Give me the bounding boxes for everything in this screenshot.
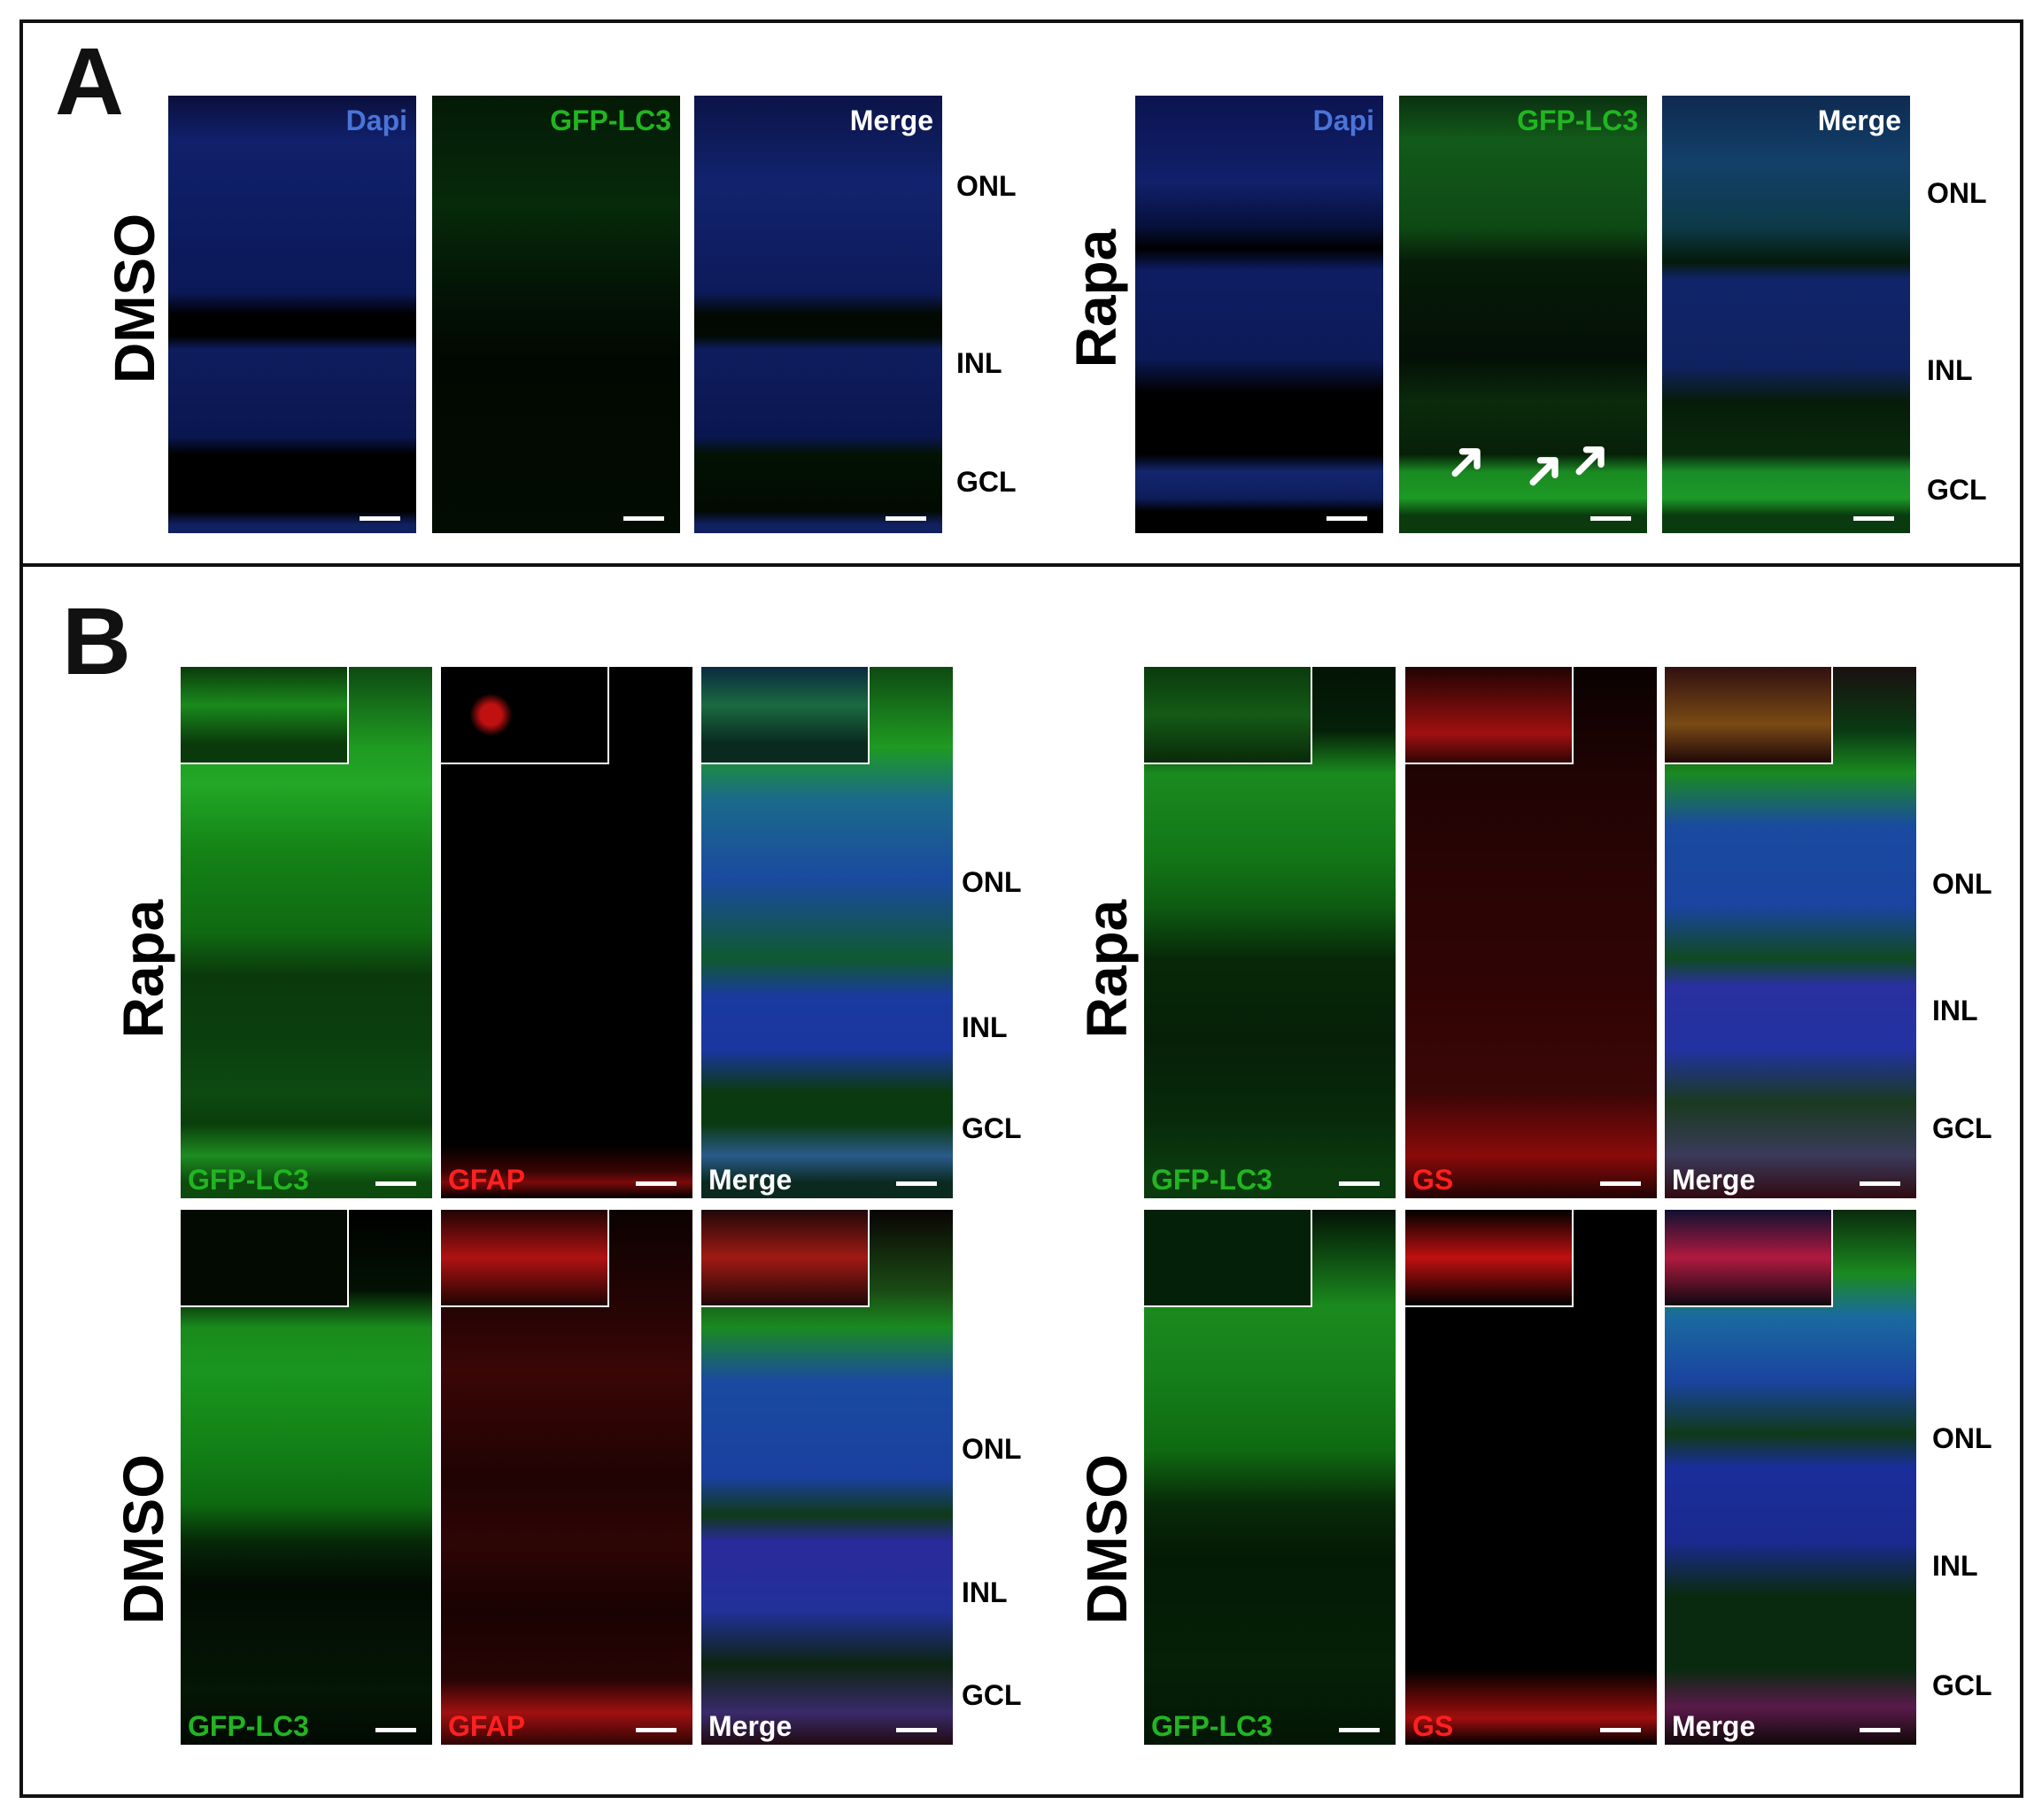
- layer-label-gcl: GCL: [1932, 1112, 1992, 1144]
- inset: [181, 1210, 349, 1307]
- tile-label: Merge: [1672, 1164, 1756, 1196]
- tile-label: Merge: [1672, 1710, 1756, 1742]
- scale-bar: [1860, 1728, 1900, 1732]
- tile-label: GFP-LC3: [188, 1164, 309, 1196]
- inset: [441, 1210, 609, 1307]
- tile-label: GFP-LC3: [188, 1710, 309, 1742]
- tile-b-rapa-gfap: GFAP: [441, 667, 692, 1198]
- tile-b-rapa-gfp: GFP-LC3: [181, 667, 432, 1198]
- inset: [1405, 1210, 1574, 1307]
- scale-bar: [1590, 516, 1631, 521]
- inset: [1405, 667, 1574, 764]
- scale-bar: [375, 1728, 416, 1732]
- tile-label: GFP-LC3: [1151, 1164, 1272, 1196]
- layer-label-gcl: GCL: [962, 1679, 1022, 1711]
- layer-label-gcl: GCL: [956, 466, 1017, 498]
- tile-label: GS: [1412, 1710, 1454, 1742]
- scale-bar: [360, 516, 400, 521]
- tile-label: Merge: [708, 1164, 793, 1196]
- arrow-icon: ➜: [1428, 424, 1503, 499]
- tile-b-rapa-merge-gs: Merge: [1665, 667, 1916, 1198]
- inset: [441, 667, 609, 764]
- tile-label: GFP-LC3: [1151, 1710, 1272, 1742]
- tile-label: GFAP: [448, 1164, 526, 1196]
- inset: [1144, 667, 1312, 764]
- panel-b-right-bottom-condition: DMSO: [1075, 1454, 1139, 1624]
- tile-b-rapa-gs: GS: [1405, 667, 1657, 1198]
- tile-label: Merge: [708, 1710, 793, 1742]
- panel-b-label: B: [62, 587, 131, 694]
- layer-label-onl: ONL: [962, 866, 1022, 898]
- inset: [1144, 1210, 1312, 1307]
- tile-b-rapa-gfp-gs: GFP-LC3: [1144, 667, 1396, 1198]
- tile-label: GFP-LC3: [1517, 105, 1638, 136]
- panel-a-right-condition: Rapa: [1064, 228, 1128, 368]
- layer-label-inl: INL: [1927, 354, 1973, 386]
- tile-b-dmso-gfap: GFAP: [441, 1210, 692, 1745]
- tile-b-dmso-merge: Merge: [701, 1210, 953, 1745]
- scale-bar: [1339, 1728, 1380, 1732]
- tile-b-dmso-gs: GS: [1405, 1210, 1657, 1745]
- layer-label-onl: ONL: [1927, 177, 1987, 209]
- tile-label: Merge: [849, 105, 933, 136]
- scale-bar: [623, 516, 664, 521]
- layer-label-gcl: GCL: [1932, 1669, 1992, 1701]
- tile-label: Dapi: [345, 105, 407, 136]
- tile-a-dmso-merge: Merge: [694, 96, 942, 533]
- tile-a-rapa-merge: Merge: [1662, 96, 1910, 533]
- scale-bar: [636, 1728, 677, 1732]
- tile-label: Dapi: [1312, 105, 1374, 136]
- scale-bar: [1853, 516, 1894, 521]
- scale-bar: [896, 1181, 937, 1186]
- layer-label-inl: INL: [962, 1576, 1008, 1608]
- layer-label-onl: ONL: [962, 1433, 1022, 1465]
- scale-bar: [1339, 1181, 1380, 1186]
- layer-label-inl: INL: [962, 1011, 1008, 1043]
- tile-label: Merge: [1817, 105, 1901, 136]
- scale-bar: [886, 516, 926, 521]
- panel-a-label: A: [55, 27, 124, 135]
- scale-bar: [1860, 1181, 1900, 1186]
- scale-bar: [1327, 516, 1367, 521]
- tile-b-dmso-gfp-gs: GFP-LC3: [1144, 1210, 1396, 1745]
- scale-bar: [896, 1728, 937, 1732]
- tile-label: GFAP: [448, 1710, 526, 1742]
- inset: [181, 667, 349, 764]
- tile-a-dmso-gfp: GFP-LC3: [432, 96, 680, 533]
- inset: [1665, 1210, 1833, 1307]
- layer-label-onl: ONL: [1932, 868, 1992, 900]
- tile-label: GS: [1412, 1164, 1454, 1196]
- inset: [701, 667, 870, 764]
- scale-bar: [636, 1181, 677, 1186]
- layer-label-gcl: GCL: [1927, 474, 1987, 506]
- layer-label-inl: INL: [956, 347, 1002, 379]
- tile-b-dmso-gfp: GFP-LC3: [181, 1210, 432, 1745]
- panel-b-left-top-condition: Rapa: [112, 899, 175, 1039]
- tile-a-rapa-dapi: Dapi: [1135, 96, 1383, 533]
- layer-label-inl: INL: [1932, 1550, 1978, 1582]
- panel-b-left-bottom-condition: DMSO: [112, 1454, 175, 1624]
- panel-a-left-condition: DMSO: [103, 213, 166, 383]
- layer-label-onl: ONL: [956, 170, 1017, 202]
- tile-a-dmso-dapi: Dapi: [168, 96, 416, 533]
- panel-b-right-top-condition: Rapa: [1075, 899, 1139, 1039]
- scale-bar: [1600, 1728, 1641, 1732]
- panel-divider: [19, 563, 2023, 567]
- tile-a-rapa-gfp: GFP-LC3 ➜ ➜ ➜: [1399, 96, 1647, 533]
- tile-b-dmso-merge-gs: Merge: [1665, 1210, 1916, 1745]
- inset: [1665, 667, 1833, 764]
- scale-bar: [1600, 1181, 1641, 1186]
- tile-b-rapa-merge: Merge: [701, 667, 953, 1198]
- scale-bar: [375, 1181, 416, 1186]
- tile-label: GFP-LC3: [550, 105, 671, 136]
- layer-label-onl: ONL: [1932, 1422, 1992, 1454]
- figure-frame: [19, 19, 2023, 1798]
- layer-label-gcl: GCL: [962, 1112, 1022, 1144]
- layer-label-inl: INL: [1932, 995, 1978, 1026]
- inset: [701, 1210, 870, 1307]
